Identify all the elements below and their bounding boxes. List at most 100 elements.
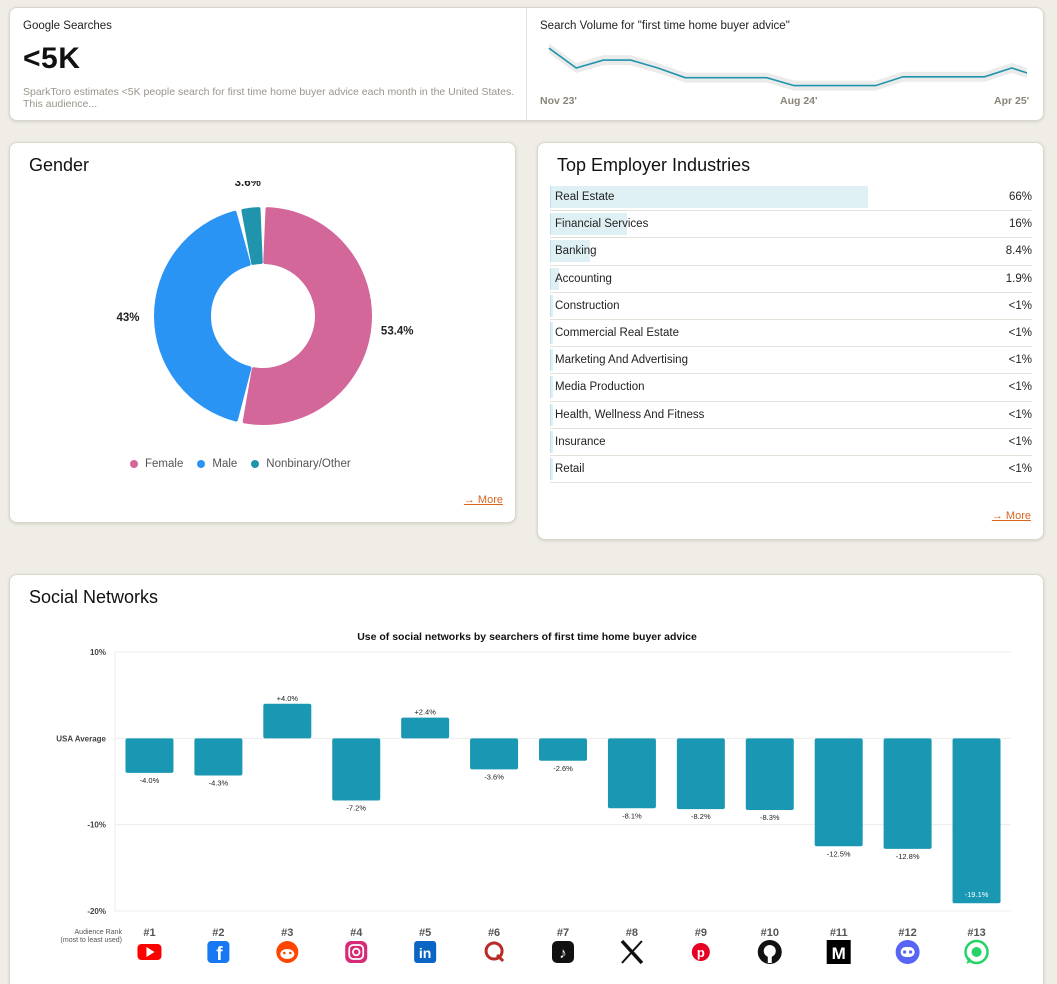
rank-label: #4 bbox=[350, 927, 363, 939]
volume-tick-start: Nov 23' bbox=[540, 95, 577, 107]
x-icon bbox=[620, 939, 644, 965]
industry-bar bbox=[550, 240, 591, 263]
bar-value-label: +4.0% bbox=[277, 694, 299, 703]
industry-percent: 16% bbox=[1008, 218, 1032, 231]
industry-row: Media Production <1% bbox=[550, 374, 1032, 402]
volume-line bbox=[548, 47, 1027, 87]
tiktok-icon: ♪ bbox=[552, 941, 574, 963]
svg-text:in: in bbox=[419, 945, 431, 961]
rank-axis-label: Audience Rank bbox=[75, 929, 123, 936]
searches-description: SparkToro estimates <5K people search fo… bbox=[23, 86, 515, 110]
donut-slice-nonbinary bbox=[241, 207, 263, 265]
y-tick-label: USA Average bbox=[56, 734, 106, 743]
rank-axis-sublabel: (most to least used) bbox=[61, 937, 122, 944]
rank-label: #10 bbox=[761, 927, 779, 939]
gender-card: Gender 53.4% 43% 3.6% Female Male Nonbinar… bbox=[9, 142, 516, 523]
industry-bar bbox=[550, 376, 553, 399]
legend-male-label: Male bbox=[212, 458, 238, 470]
searches-value: <5K bbox=[23, 42, 81, 75]
bar-discord bbox=[883, 738, 932, 849]
searches-panel: Google Searches <5K SparkToro estimates … bbox=[10, 8, 526, 120]
industry-percent: <1% bbox=[1008, 408, 1032, 421]
donut-label-male: 43% bbox=[116, 312, 139, 324]
volume-label: Search Volume for "first time home buyer… bbox=[540, 20, 790, 32]
legend-female: Female bbox=[130, 458, 183, 470]
bar-value-label: +2.4% bbox=[414, 708, 436, 717]
bar-whatsapp bbox=[952, 738, 1001, 904]
donut-label-female: 53.4% bbox=[381, 325, 414, 337]
bar-pinterest bbox=[676, 738, 725, 810]
bar-value-label: -4.0% bbox=[140, 776, 160, 785]
legend-nonbinary-label: Nonbinary/Other bbox=[266, 458, 351, 470]
rank-label: #6 bbox=[488, 927, 500, 939]
industry-name: Banking bbox=[555, 245, 597, 258]
svg-text:p: p bbox=[697, 945, 705, 960]
bar-x bbox=[607, 738, 656, 809]
gender-more-link[interactable]: → More bbox=[463, 494, 503, 506]
y-tick-label: -10% bbox=[87, 821, 106, 830]
industry-name: Retail bbox=[555, 463, 585, 475]
volume-panel: Search Volume for "first time home buyer… bbox=[527, 8, 1043, 120]
rank-label: #1 bbox=[143, 927, 155, 939]
gender-donut-chart: 53.4% 43% 3.6% bbox=[116, 181, 414, 425]
industry-row: Retail <1% bbox=[550, 456, 1032, 484]
industry-percent: <1% bbox=[1008, 354, 1032, 367]
whatsapp-icon bbox=[964, 939, 989, 965]
youtube-icon bbox=[137, 944, 162, 960]
industry-name: Marketing And Advertising bbox=[555, 354, 688, 367]
industries-card: Top Employer Industries Real Estate 66% Fi… bbox=[537, 142, 1044, 540]
rank-label: #9 bbox=[695, 927, 707, 939]
rank-label: #11 bbox=[830, 927, 848, 939]
industry-row: Banking 8.4% bbox=[550, 238, 1032, 266]
instagram-icon bbox=[345, 941, 368, 963]
medium-icon: M bbox=[826, 940, 851, 964]
bar-value-label: -8.2% bbox=[691, 812, 711, 821]
bar-value-label: -4.3% bbox=[209, 778, 229, 787]
industry-name: Construction bbox=[555, 299, 620, 312]
quora-icon bbox=[484, 941, 505, 963]
bar-value-label: -19.1% bbox=[965, 890, 989, 899]
bar-value-label: -8.3% bbox=[760, 813, 780, 822]
industry-name: Insurance bbox=[555, 435, 606, 448]
industry-name: Media Production bbox=[555, 381, 645, 394]
volume-tick-end: Apr 25' bbox=[994, 95, 1030, 107]
industry-percent: <1% bbox=[1008, 435, 1032, 448]
bar-value-label: -2.6% bbox=[553, 764, 573, 773]
industry-percent: <1% bbox=[1008, 381, 1032, 394]
bar-value-label: -7.2% bbox=[346, 803, 366, 812]
industry-bar bbox=[550, 294, 553, 317]
bar-facebook bbox=[194, 738, 243, 776]
searches-label: Google Searches bbox=[23, 20, 112, 32]
industry-name: Real Estate bbox=[555, 191, 615, 203]
industry-row: Commercial Real Estate <1% bbox=[550, 320, 1032, 348]
industries-more-link[interactable]: → More bbox=[991, 510, 1031, 522]
donut-slice-female bbox=[242, 207, 372, 425]
industry-row: Accounting 1.9% bbox=[550, 266, 1032, 293]
rank-label: #13 bbox=[967, 927, 985, 939]
industry-percent: <1% bbox=[1008, 327, 1032, 339]
industries-title: Top Employer Industries bbox=[557, 155, 751, 175]
search-summary-card: Google Searches <5K SparkToro estimates … bbox=[9, 7, 1044, 121]
chart-title: Use of social networks by searchers of f… bbox=[357, 631, 697, 643]
bar-instagram bbox=[332, 738, 381, 801]
social-title: Social Networks bbox=[29, 587, 159, 607]
bar-github bbox=[745, 738, 794, 810]
industry-percent: <1% bbox=[1008, 463, 1032, 475]
bar-value-label: -8.1% bbox=[622, 811, 642, 820]
industry-name: Health, Wellness And Fitness bbox=[555, 408, 705, 421]
legend-nonbinary: Nonbinary/Other bbox=[251, 458, 351, 470]
industry-percent: 1.9% bbox=[1005, 272, 1032, 285]
industry-name: Commercial Real Estate bbox=[555, 327, 679, 339]
svg-text:♪: ♪ bbox=[559, 945, 567, 962]
industry-bar bbox=[550, 267, 560, 290]
rank-label: #2 bbox=[212, 927, 224, 939]
rank-label: #7 bbox=[557, 927, 569, 939]
bar-reddit bbox=[263, 703, 312, 739]
rank-label: #12 bbox=[898, 927, 916, 939]
bar-linkedin bbox=[401, 717, 450, 739]
legend-nonbinary-swatch bbox=[251, 460, 260, 468]
panel-divider bbox=[526, 8, 527, 120]
industry-name: Financial Services bbox=[555, 218, 649, 231]
legend-female-swatch bbox=[130, 460, 138, 468]
bar-value-label: -3.6% bbox=[484, 772, 504, 781]
